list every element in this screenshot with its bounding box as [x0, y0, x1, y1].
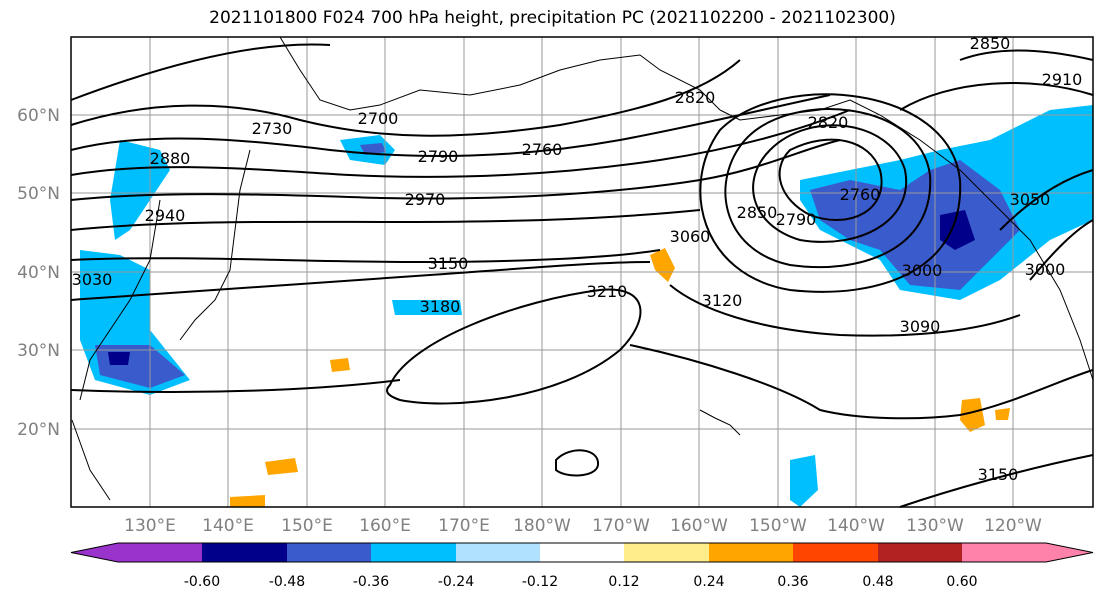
- contour-label: 3090: [900, 317, 941, 336]
- lat-label: 20°N: [17, 420, 60, 440]
- contour-label: 2880: [150, 149, 191, 168]
- lon-label: 160°W: [670, 516, 728, 536]
- contour-label: 2730: [252, 119, 293, 138]
- colorbar-cell: [371, 543, 456, 562]
- lat-label: 40°N: [17, 263, 60, 283]
- colorbar-tick-label: -0.60: [184, 574, 220, 590]
- contour-label: 2970: [405, 190, 446, 209]
- colorbar-cell: [709, 543, 793, 562]
- colorbar-outline: [70, 542, 1094, 563]
- map-border: [70, 36, 1094, 508]
- colorbar-cell: [1046, 543, 1093, 562]
- coastlines: [71, 36, 1094, 501]
- colorbar-cell: [456, 543, 540, 562]
- graticule: [71, 37, 1093, 507]
- colorbar-tick-labels: -0.60 -0.48 -0.36 -0.24 -0.12 0.12 0.24 …: [184, 574, 978, 590]
- contour-label: 2820: [808, 113, 849, 132]
- colorbar-cell: [878, 543, 962, 562]
- lon-label: 130°W: [906, 516, 964, 536]
- contour-label: 2820: [675, 88, 716, 107]
- lon-label: 120°W: [984, 516, 1042, 536]
- lon-label: 150°E: [281, 516, 333, 536]
- colorbar-tick-label: 0.36: [777, 574, 808, 590]
- colorbar-tick-label: 0.48: [862, 574, 893, 590]
- lon-label: 140°E: [202, 516, 254, 536]
- contour-label: 2850: [970, 34, 1011, 53]
- contour-labels: 2850 2910 2820 2820 2730 2700 2790 2760 …: [72, 34, 1083, 484]
- contour-label: 2700: [358, 109, 399, 128]
- contour-label: 2760: [840, 185, 881, 204]
- lon-label: 160°E: [359, 516, 411, 536]
- colorbar-tick-label: 0.60: [946, 574, 977, 590]
- colorbar-tick-label: -0.36: [353, 574, 389, 590]
- contour-label: 3210: [587, 282, 628, 301]
- contour-label: 2760: [522, 140, 563, 159]
- height-contours: [70, 43, 1094, 508]
- contour-label: 3180: [420, 297, 461, 316]
- colorbar-cell: [118, 543, 202, 562]
- lon-label: 140°W: [827, 516, 885, 536]
- colorbar-tick-label: -0.48: [269, 574, 305, 590]
- colorbar-tick-label: 0.24: [693, 574, 724, 590]
- lat-label: 60°N: [17, 106, 60, 126]
- lat-label: 30°N: [17, 341, 60, 361]
- colorbar-cell: [540, 543, 624, 562]
- lon-label: 170°E: [438, 516, 490, 536]
- contour-label: 2850: [737, 203, 778, 222]
- lon-label: 180°W: [513, 516, 571, 536]
- contour-label: 3120: [702, 291, 743, 310]
- contour-label: 3150: [428, 254, 469, 273]
- contour-label: 3000: [1025, 260, 1066, 279]
- contour-label: 2790: [776, 210, 817, 229]
- colorbar-cell: [962, 543, 1046, 562]
- colorbar-cell: [624, 543, 709, 562]
- contour-label: 3060: [670, 227, 711, 246]
- contour-label: 3050: [1010, 190, 1051, 209]
- lon-label: 170°W: [592, 516, 650, 536]
- map-title: 2021101800 F024 700 hPa height, precipit…: [209, 8, 896, 28]
- lat-labels: 60°N 50°N 40°N 30°N 20°N: [17, 106, 60, 440]
- colorbar: [70, 542, 1094, 563]
- colorbar-cell: [793, 543, 878, 562]
- contour-label: 2940: [145, 206, 186, 225]
- colorbar-cell: [287, 543, 371, 562]
- colorbar-tick-label: -0.12: [522, 574, 558, 590]
- lat-label: 50°N: [17, 184, 60, 204]
- contour-label: 3030: [72, 270, 113, 289]
- contour-label: 3150: [978, 465, 1019, 484]
- contour-label: 3000: [902, 261, 943, 280]
- lon-label: 130°E: [124, 516, 176, 536]
- colorbar-tick-label: 0.12: [608, 574, 639, 590]
- contour-label: 2910: [1042, 70, 1083, 89]
- lon-label: 150°W: [749, 516, 807, 536]
- contour-label: 2790: [418, 147, 459, 166]
- lon-labels: 130°E 140°E 150°E 160°E 170°E 180°W 170°…: [124, 516, 1042, 536]
- colorbar-cell: [202, 543, 287, 562]
- colorbar-cell: [71, 543, 118, 562]
- colorbar-tick-label: -0.24: [438, 574, 474, 590]
